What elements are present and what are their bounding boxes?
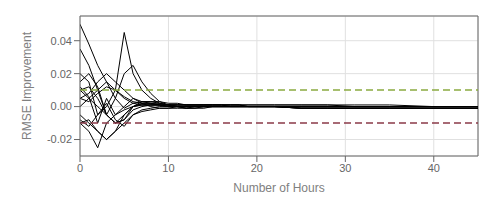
svg-text:40: 40	[428, 162, 440, 174]
svg-text:0.02: 0.02	[51, 68, 72, 80]
svg-text:10: 10	[162, 162, 174, 174]
svg-text:20: 20	[251, 162, 263, 174]
svg-text:0.04: 0.04	[51, 35, 72, 47]
svg-text:0: 0	[77, 162, 83, 174]
svg-text:30: 30	[339, 162, 351, 174]
svg-text:-0.02: -0.02	[47, 133, 72, 145]
svg-text:0.00: 0.00	[51, 100, 72, 112]
svg-text:RMSE Improvement: RMSE Improvement	[20, 31, 34, 140]
svg-text:Number of Hours: Number of Hours	[233, 181, 324, 195]
